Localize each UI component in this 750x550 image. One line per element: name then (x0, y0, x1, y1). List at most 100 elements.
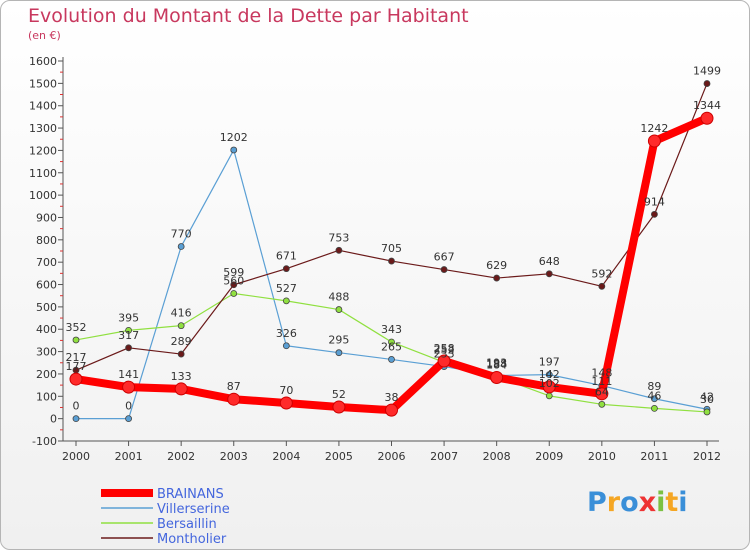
y-tick-label: 800 (36, 234, 57, 247)
x-tick-label: 2009 (535, 450, 563, 463)
data-label: 289 (171, 335, 192, 348)
data-point (385, 403, 398, 417)
data-label: 46 (647, 389, 661, 402)
chart-title: Evolution du Montant de la Dette par Hab… (28, 5, 469, 27)
data-label: 753 (328, 231, 349, 244)
data-label: 705 (381, 242, 402, 255)
data-point (545, 270, 553, 278)
x-tick-label: 2000 (62, 450, 90, 463)
y-tick-label: 100 (36, 390, 57, 403)
data-label: 770 (171, 228, 192, 241)
x-tick-label: 2007 (430, 450, 458, 463)
data-point (651, 395, 658, 403)
data-label: 488 (328, 291, 349, 304)
data-point (125, 326, 132, 334)
y-tick-label: 400 (36, 323, 57, 336)
data-label: 416 (171, 307, 192, 320)
y-tick-label: 200 (36, 368, 57, 381)
data-point (69, 372, 83, 386)
data-point (703, 80, 711, 87)
y-tick-label: 1500 (29, 77, 57, 90)
data-label: 629 (486, 259, 507, 272)
legend-label: Montholier (157, 532, 227, 547)
logo-letter: o (620, 487, 639, 518)
data-point (282, 297, 290, 305)
x-tick-label: 2003 (220, 450, 248, 463)
y-tick-label: 1100 (29, 167, 57, 180)
data-label: 177 (66, 360, 87, 373)
data-point (332, 400, 346, 414)
x-tick-label: 2001 (115, 450, 143, 463)
data-point (282, 265, 290, 273)
data-point (72, 415, 80, 423)
data-point (174, 382, 188, 396)
data-point (230, 146, 238, 154)
logo-letter: i (678, 487, 688, 518)
y-tick-label: 600 (36, 279, 57, 292)
y-tick-label: 1600 (29, 55, 57, 68)
y-tick-label: -100 (32, 435, 57, 448)
data-label: 148 (591, 367, 612, 380)
y-tick-label: 500 (36, 301, 57, 314)
data-point (282, 342, 290, 350)
data-label: 111 (591, 375, 612, 388)
x-tick-label: 2004 (272, 450, 300, 463)
data-point (388, 257, 395, 265)
data-label: 1344 (693, 99, 721, 112)
data-point (388, 356, 395, 363)
data-label: 671 (276, 250, 297, 263)
data-label: 87 (227, 380, 241, 393)
data-point (490, 371, 504, 385)
data-point (335, 306, 343, 313)
x-tick-label: 2008 (483, 450, 511, 463)
data-label: 0 (73, 400, 80, 413)
data-label: 89 (647, 380, 661, 393)
data-point (647, 134, 661, 148)
y-tick-label: 1400 (29, 100, 57, 113)
data-point (595, 387, 609, 401)
data-point (542, 380, 556, 394)
data-point (388, 338, 395, 346)
data-point (440, 266, 448, 273)
data-label: 317 (118, 329, 139, 342)
y-tick-label: 0 (50, 413, 57, 426)
data-point (651, 210, 658, 218)
x-tick-label: 2006 (378, 450, 406, 463)
data-point (335, 349, 343, 357)
data-label: 142 (539, 368, 560, 381)
data-point (279, 396, 293, 410)
y-tick-label: 700 (36, 256, 57, 269)
data-point (545, 371, 553, 379)
y-tick-label: 300 (36, 346, 57, 359)
data-label: 217 (66, 351, 87, 364)
data-label: 265 (381, 340, 402, 353)
data-label: 188 (486, 358, 507, 371)
logo-letter: P (587, 487, 607, 518)
data-label: 352 (66, 321, 87, 334)
data-label: 599 (223, 266, 244, 279)
x-tick-label: 2002 (167, 450, 195, 463)
data-label: 193 (486, 357, 507, 370)
data-label: 42 (700, 390, 714, 403)
data-point (72, 336, 80, 344)
chart-subtitle: (en €) (28, 29, 61, 42)
data-label: 38 (385, 391, 399, 404)
legend-label: Bersaillin (157, 517, 217, 532)
data-label: 343 (381, 323, 402, 336)
data-label: 295 (328, 334, 349, 347)
data-label: 648 (539, 255, 560, 268)
data-label: 527 (276, 282, 297, 295)
data-label: 102 (539, 377, 560, 390)
data-point (122, 380, 136, 394)
logo-letter: t (665, 487, 679, 518)
data-point (598, 282, 606, 290)
data-point (651, 404, 658, 412)
data-label: 1242 (640, 122, 668, 135)
data-label: 184 (486, 359, 507, 372)
data-point (227, 392, 241, 406)
data-point (230, 281, 238, 289)
data-point (493, 274, 501, 282)
logo-letter: r (606, 487, 621, 518)
